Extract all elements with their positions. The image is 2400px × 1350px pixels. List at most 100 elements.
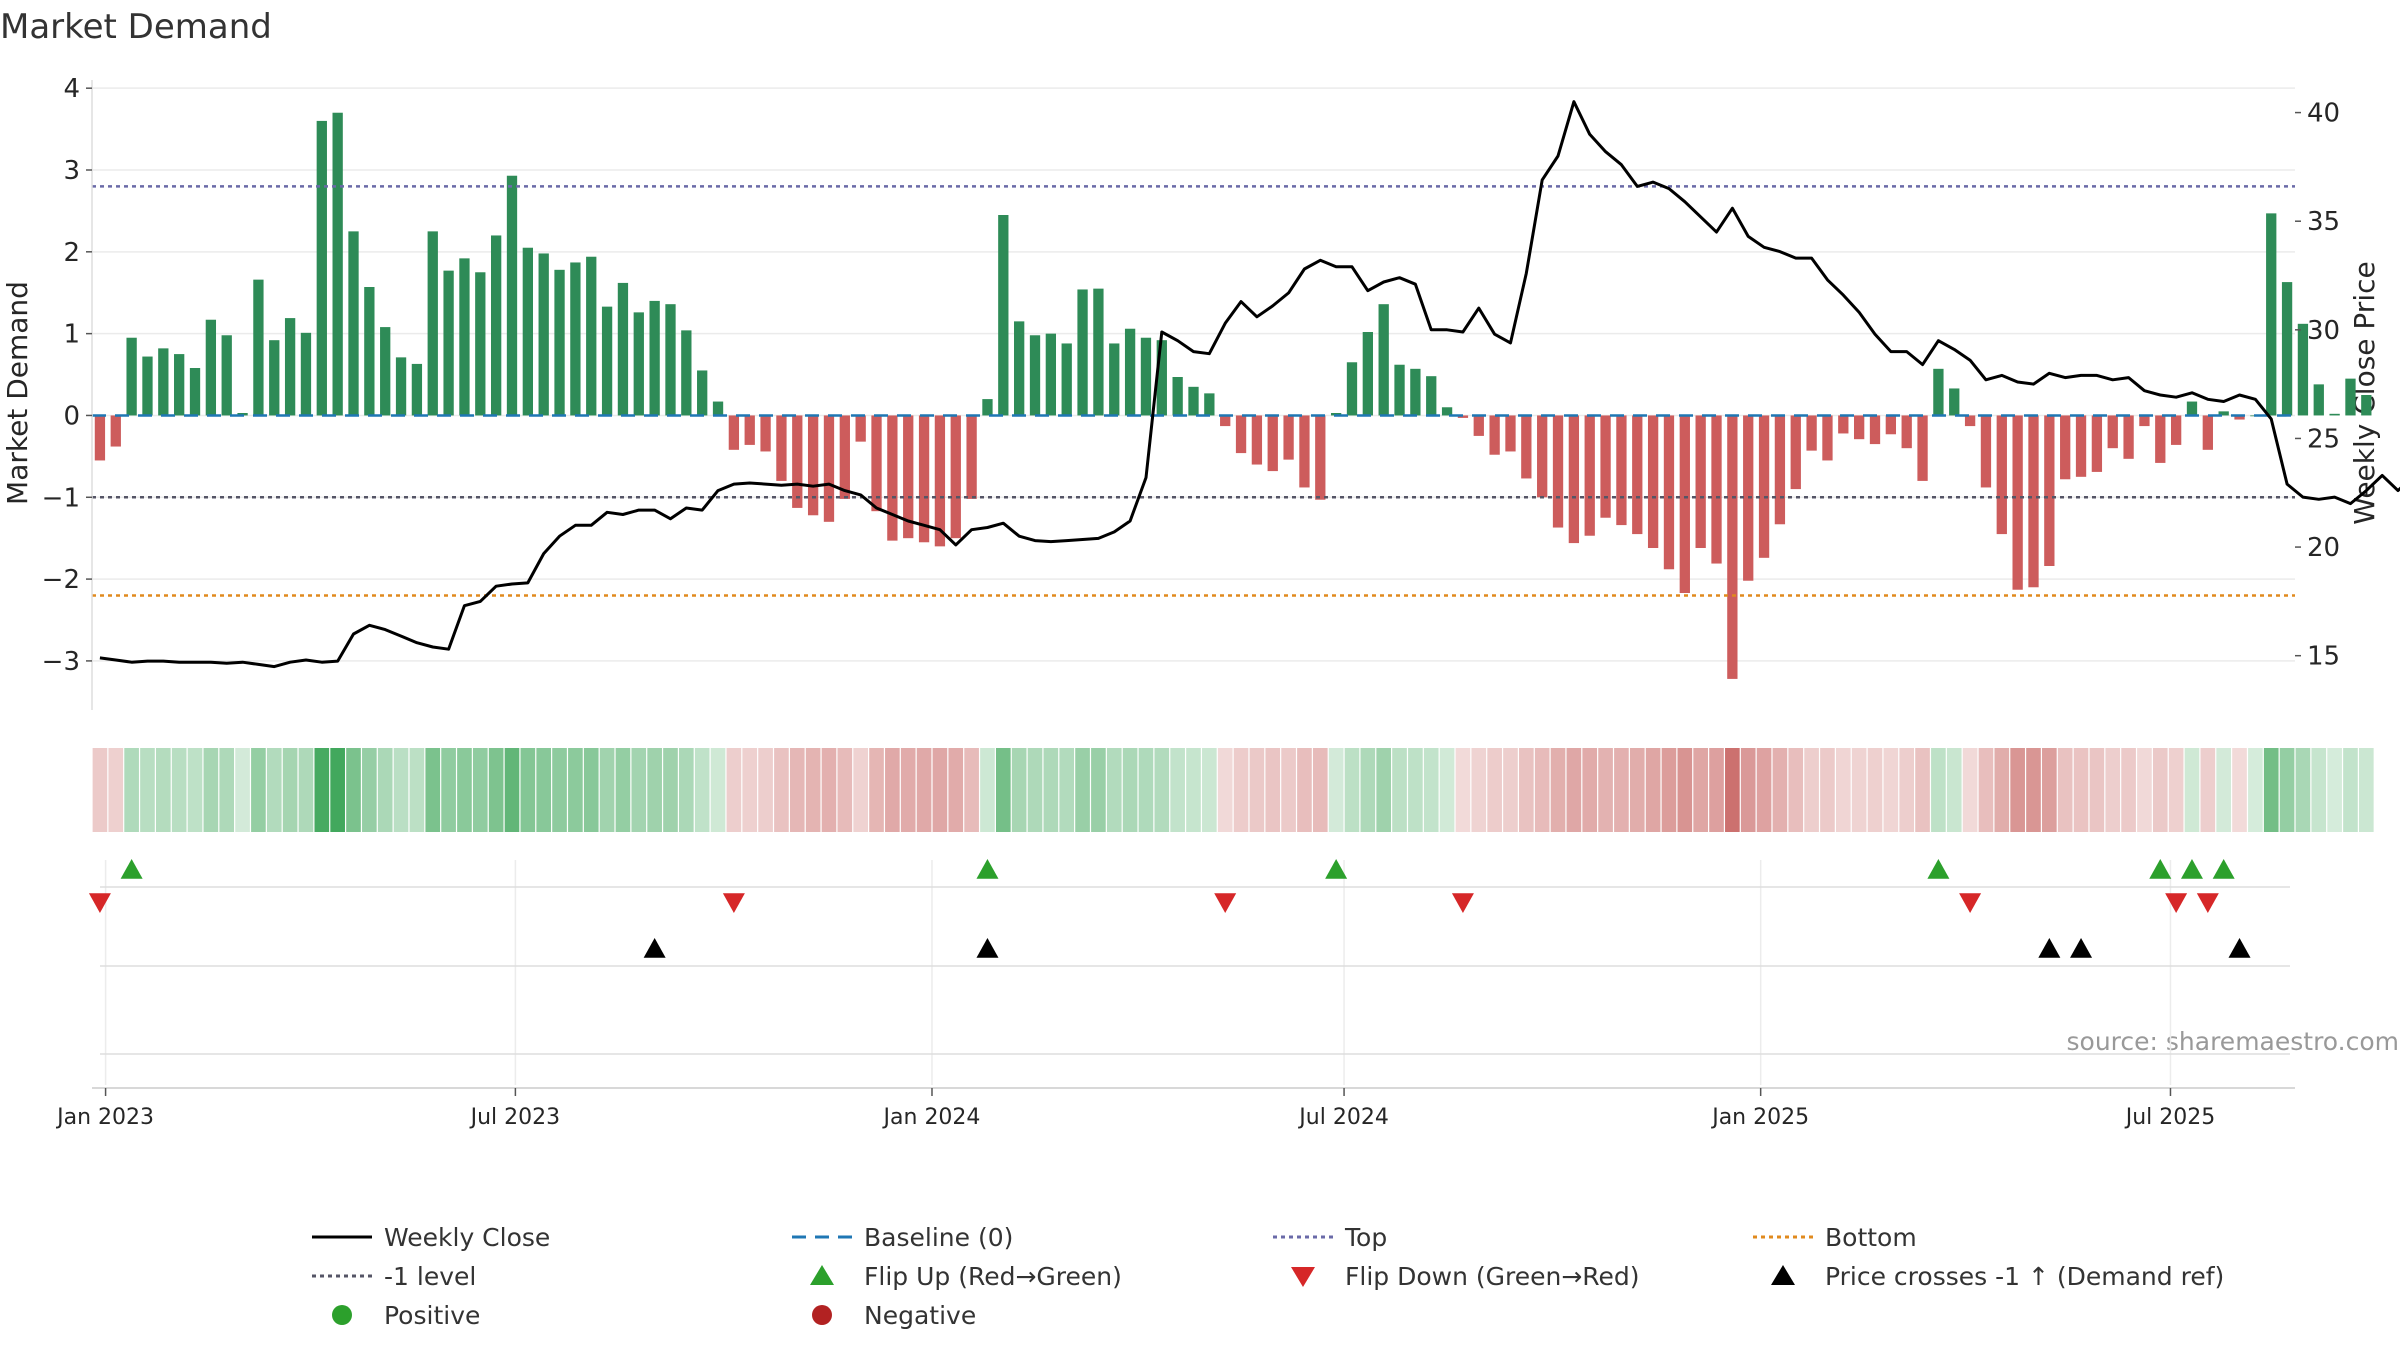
heat-cell (916, 748, 932, 832)
heat-cell (2168, 748, 2184, 832)
demand-bar (2170, 415, 2182, 445)
demand-bar (1061, 343, 1072, 416)
chart-title: Market Demand (0, 7, 272, 47)
heat-cell (1725, 748, 1740, 832)
heat-cell (1851, 748, 1867, 832)
heat-cell (631, 748, 647, 832)
heat-cell (599, 748, 615, 832)
demand-bar (1156, 340, 1167, 416)
demand-bar (1140, 337, 1152, 416)
heat-cell (1360, 748, 1376, 832)
heat-cell (1011, 748, 1027, 832)
demand-bar (1616, 415, 1627, 526)
demand-bar (1077, 289, 1088, 416)
flip-down-marker (2165, 893, 2188, 913)
y2-tick-label: 25 (2307, 424, 2340, 454)
demand-bar (2297, 323, 2309, 416)
heat-cell (869, 748, 884, 832)
heat-cell (1043, 748, 1059, 832)
demand-bar (538, 253, 549, 416)
y2-tick-label: 40 (2307, 99, 2340, 129)
reference-levels (92, 185, 2295, 597)
heat-cell (1693, 748, 1708, 832)
legend-label: -1 level (384, 1262, 476, 1291)
heat-cell (488, 748, 504, 832)
demand-bar (1346, 362, 1358, 416)
heat-cell (837, 748, 853, 832)
heat-cell (1075, 748, 1090, 832)
x-tick-label: Jan 2024 (882, 1105, 981, 1130)
heat-cell (694, 748, 710, 832)
flip-up-marker (2212, 859, 2235, 879)
heat-cell (1392, 748, 1407, 832)
demand-bar (1283, 415, 1294, 460)
heat-cell (441, 748, 456, 832)
heat-cell (2200, 748, 2216, 832)
heat-cell (995, 748, 1011, 832)
heat-cell (1931, 748, 1946, 832)
heat-cell (615, 748, 631, 832)
demand-bar (2313, 384, 2324, 416)
flip-up-marker (2180, 859, 2203, 879)
demand-bar (1758, 415, 1770, 558)
demand-bar (633, 312, 644, 416)
y-tick-label: 4 (63, 74, 80, 104)
y2-tick-label: 20 (2307, 533, 2340, 563)
demand-bar (1441, 407, 1453, 416)
demand-bar (316, 120, 327, 416)
demand-bar (697, 370, 708, 416)
heat-cell (1297, 748, 1312, 832)
source-annotation: source: sharemaestro.com (2067, 1027, 2400, 1056)
demand-bar (443, 270, 454, 416)
demand-bar (2266, 213, 2277, 416)
legend-swatch (810, 1265, 834, 1285)
demand-bar (1663, 415, 1675, 570)
demand-bar (1188, 386, 1199, 416)
demand-bar (253, 279, 264, 416)
demand-bar (1727, 415, 1738, 679)
heat-cell (1883, 748, 1899, 832)
demand-bar (617, 282, 629, 416)
demand-bar (1964, 415, 1976, 427)
demand-bar (2123, 415, 2134, 459)
x-tick-label: Jul 2023 (469, 1105, 561, 1130)
x-tick-label: Jan 2023 (55, 1105, 154, 1130)
heat-cell (742, 748, 758, 832)
demand-bar (1854, 415, 1865, 440)
heat-cell (504, 748, 520, 832)
demand-bar (2186, 401, 2198, 416)
demand-bar (189, 368, 201, 416)
heat-cell (583, 748, 599, 832)
heat-cell (2105, 748, 2121, 832)
heat-cell (1550, 748, 1566, 832)
legend-label: Negative (864, 1301, 976, 1330)
y-tick-label: −3 (42, 647, 80, 677)
demand-bar (1204, 393, 1215, 416)
heat-cell (885, 748, 900, 832)
x-tick-label: Jul 2024 (1297, 1105, 1389, 1130)
heat-cell (2152, 748, 2168, 832)
demand-bar (1426, 376, 1437, 416)
demand-bar (2139, 415, 2150, 427)
heat-cell (362, 748, 377, 832)
demand-bar (1315, 415, 1326, 500)
demand-bar (712, 401, 724, 416)
legend-label: Top (1344, 1223, 1387, 1252)
heat-cell (1249, 748, 1265, 832)
heat-cell (409, 748, 425, 832)
heat-cell (219, 748, 235, 832)
heat-cell (1709, 748, 1724, 832)
heat-cell (2343, 748, 2358, 832)
demand-bar (1521, 415, 1532, 479)
demand-bar (2012, 415, 2023, 590)
demand-bar (174, 354, 185, 416)
demand-bar (1917, 415, 1928, 481)
demand-bar (1996, 415, 2007, 535)
demand-bar (1362, 332, 1373, 416)
demand-bar (982, 399, 993, 416)
heat-cell (1106, 748, 1122, 832)
demand-bar (1489, 415, 1500, 455)
legend-swatch (1771, 1265, 1795, 1285)
demand-bar (792, 415, 803, 508)
demand-bar (950, 415, 961, 539)
